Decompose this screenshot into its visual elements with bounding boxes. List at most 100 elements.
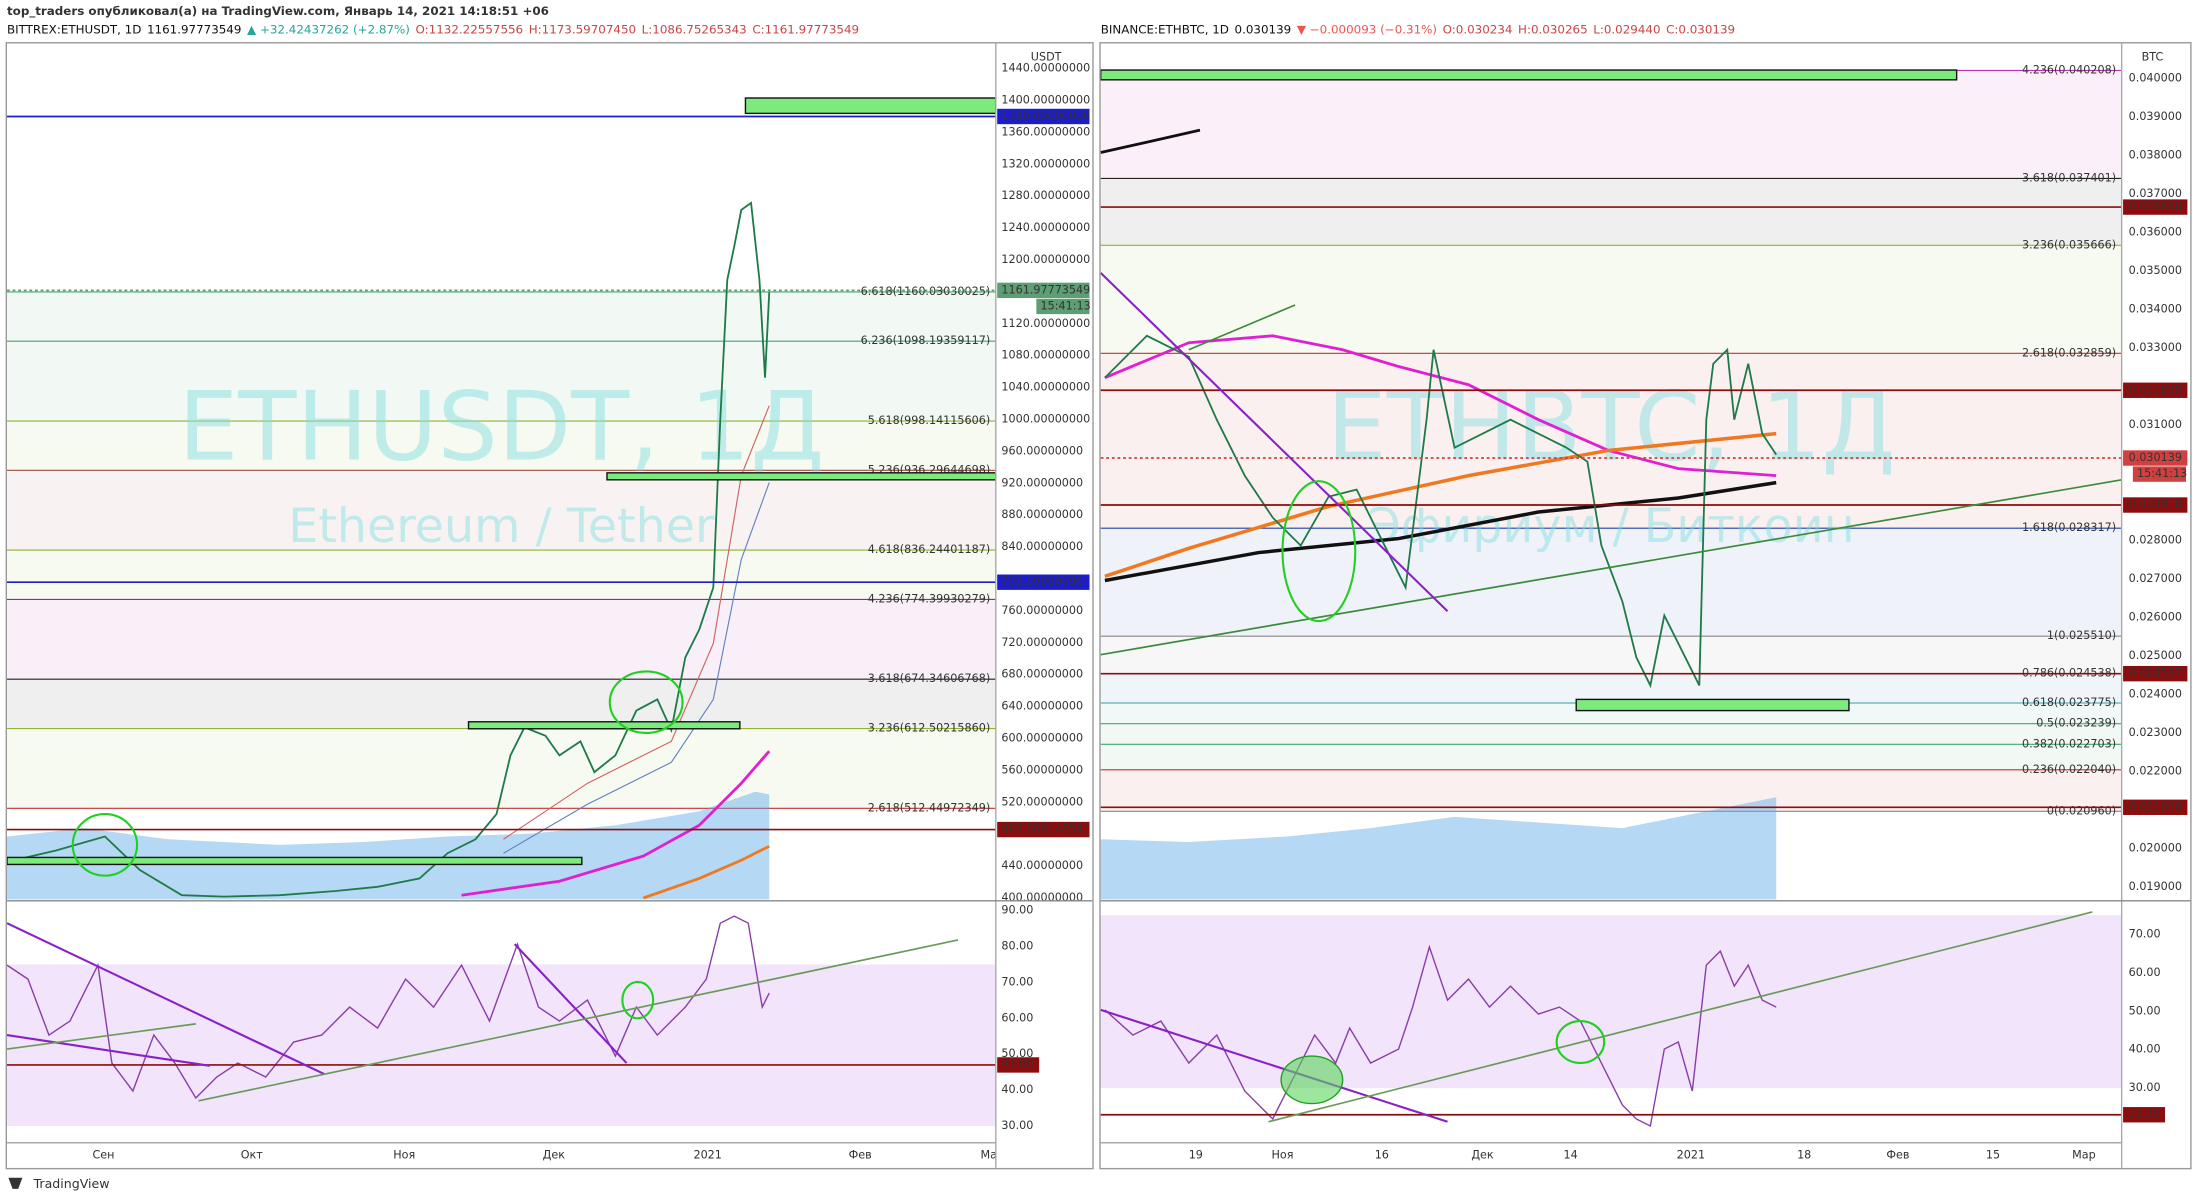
fib-zone: [1100, 528, 2122, 637]
price-tick: 440.00000000: [1001, 859, 1083, 872]
price-tick: 1280.00000000: [1001, 189, 1090, 202]
currency: USDT: [1031, 50, 1062, 63]
drawing: [1575, 698, 1850, 712]
fib-zone: [6, 341, 996, 422]
price-tick: 1440.00000000: [1001, 62, 1090, 75]
drawing: [744, 97, 997, 115]
header-high: H:1173.59707450: [529, 22, 636, 36]
price-tick: 840.00000000: [1001, 540, 1083, 553]
price-tick: 400.00000000: [1001, 891, 1083, 904]
price-tick: 720.00000000: [1001, 636, 1083, 649]
header-open: O:1132.22557556: [416, 22, 524, 36]
drawing: [1281, 480, 1357, 623]
rsi-line: [1104, 944, 1777, 1128]
price-tick: 0.023000: [2129, 726, 2182, 739]
price-tick: 0.025000: [2129, 649, 2182, 662]
price-tick: 1000.00000000: [1001, 413, 1090, 426]
level-badge: [2123, 199, 2188, 215]
fib-zone: [6, 550, 996, 600]
fib-label: 0.382(0.022703): [2022, 737, 2116, 750]
symbol-header: BITTREX:ETHUSDT, 1D 1161.97773549 ▲ +32.42…: [7, 22, 859, 36]
rsi-tick: 60.00: [2129, 966, 2161, 979]
drawing: [198, 939, 959, 1102]
fib-label: 0.236(0.022040): [2022, 763, 2116, 776]
fib-label: 0.618(0.023775): [2022, 696, 2116, 709]
header-high: H:0.030265: [1518, 22, 1588, 36]
fib-label: 3.618(674.34606768): [868, 672, 990, 685]
price-tick: 0.028000: [2129, 533, 2182, 546]
fib-zone: [1100, 673, 2122, 704]
time-tick: 14: [1564, 1148, 1578, 1161]
fib-label: 3.236(0.035666): [2022, 238, 2116, 251]
level-label: 795.99999996: [1001, 575, 1083, 588]
price-tick: 1040.00000000: [1001, 381, 1090, 394]
symbol-header: BINANCE:ETHBTC, 1D 0.030139 ▼ −0.000093 (−…: [1101, 22, 1735, 36]
drawing: [1280, 1055, 1344, 1105]
fib-label: 4.236(0.040208): [2022, 63, 2116, 76]
rsi-line: [6, 915, 770, 1100]
right-frame: [1099, 42, 2192, 1170]
fib-label: 5.618(998.14115606): [868, 414, 990, 427]
price-tick: 640.00000000: [1001, 700, 1083, 713]
time-tick: 2021: [1677, 1148, 1705, 1161]
drawing: [6, 1023, 196, 1050]
rsi-tick: 30.00: [1001, 1119, 1033, 1132]
price-tick: 1120.00000000: [1001, 317, 1090, 330]
level-badge: [2123, 497, 2188, 513]
price-tick: 0.036000: [2129, 225, 2182, 238]
rsi-level-label: 23.10: [2129, 1108, 2161, 1121]
fib-zone: [1100, 744, 2122, 770]
price-tick: 680.00000000: [1001, 668, 1083, 681]
fib-zone: [1100, 178, 2122, 246]
fib-zone: [6, 470, 996, 551]
price-tick: 880.00000000: [1001, 508, 1083, 521]
drawing: [1099, 272, 1449, 613]
header-open: O:0.030234: [1443, 22, 1513, 36]
price-tick: 0.022000: [2129, 764, 2182, 777]
fib-zone: [6, 291, 996, 342]
drawing: [1188, 304, 1296, 351]
header-change: ▲ +32.42437262 (+2.87%): [247, 22, 410, 36]
time-tick: Дек: [543, 1148, 566, 1161]
rsi-tick: 50.00: [1001, 1047, 1033, 1060]
moving-average: [1104, 334, 1777, 478]
rsi-tick: 70.00: [1001, 975, 1033, 988]
rsi-tick: 70.00: [2129, 927, 2161, 940]
rsi-tick: 40.00: [2129, 1043, 2161, 1056]
fib-label: 6.236(1098.19359117): [861, 334, 991, 347]
rsi-band: [6, 964, 996, 1126]
watermark-sub: Эфириум / Биткоин: [1368, 499, 1855, 554]
volume: [6, 791, 770, 900]
drawing: [6, 856, 583, 866]
fib-zone: [6, 599, 996, 680]
fib-label: 3.618(0.037401): [2022, 171, 2116, 184]
drawing: [608, 670, 684, 735]
watermark: ETHBTC, 1Д: [1327, 373, 1896, 483]
time-tick: Окт: [241, 1148, 264, 1161]
drawing: [1268, 911, 2093, 1123]
price-tick: 920.00000000: [1001, 476, 1083, 489]
price-tick: 520.00000000: [1001, 795, 1083, 808]
price-tick: 1360.00000000: [1001, 125, 1090, 138]
time-tick: Дек: [1471, 1148, 1494, 1161]
drawing: [6, 922, 325, 1076]
fib-label: 1(0.025510): [2047, 629, 2116, 642]
rsi-level-badge: [997, 1057, 1040, 1073]
rsi-tick: 30.00: [2129, 1081, 2161, 1094]
time-tick: 2021: [693, 1148, 721, 1161]
level-badge: [2123, 382, 2188, 398]
fib-zone: [6, 679, 996, 729]
time-tick: 16: [1375, 1148, 1389, 1161]
moving-average: [1104, 431, 1777, 578]
currency: BTC: [2142, 50, 2164, 63]
fib-zone: [1100, 769, 2122, 812]
level-label: 1380.00000000: [1001, 109, 1090, 122]
price-tick: 600.00000000: [1001, 732, 1083, 745]
level-label: 485.80814854: [1001, 823, 1083, 836]
price-tick: 1240.00000000: [1001, 221, 1090, 234]
publisher: top_traders опубликовал(а) на TradingVie…: [7, 4, 549, 19]
drawing: [1099, 69, 1958, 81]
rsi-tick: 90.00: [1001, 904, 1033, 917]
logo-icon: [8, 1177, 23, 1189]
time-tick: Фев: [849, 1148, 872, 1161]
